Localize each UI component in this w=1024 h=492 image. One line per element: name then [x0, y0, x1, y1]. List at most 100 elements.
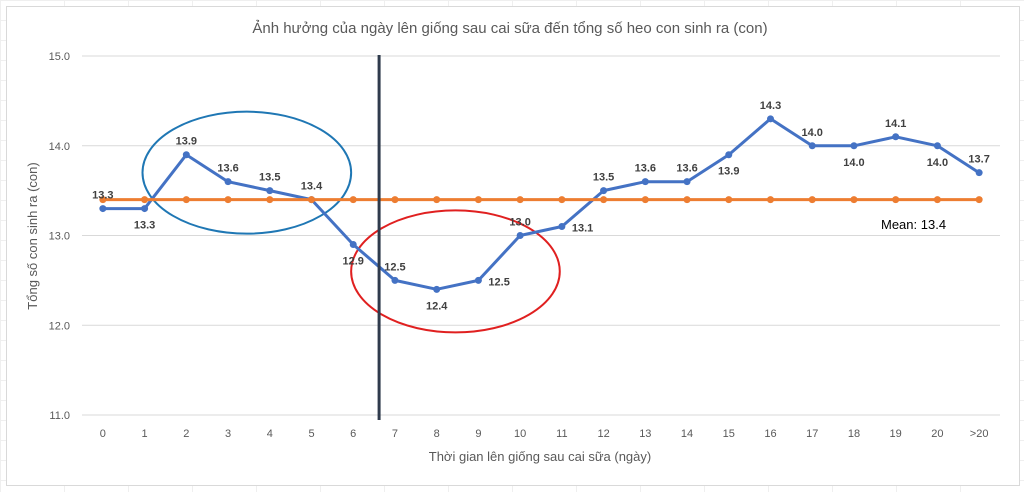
mean-point[interactable] — [433, 196, 441, 204]
x-tick-label: 4 — [267, 428, 273, 440]
y-tick-label: 14.0 — [49, 141, 70, 153]
x-tick-label: 2 — [183, 428, 189, 440]
x-tick-label: 19 — [890, 428, 902, 440]
data-point[interactable] — [182, 151, 190, 159]
data-label: 14.3 — [760, 100, 781, 112]
data-label: 13.4 — [301, 181, 323, 193]
data-point[interactable] — [99, 205, 107, 213]
data-point[interactable] — [975, 169, 983, 177]
data-point[interactable] — [808, 142, 816, 150]
data-label: 12.9 — [343, 255, 364, 267]
blue-ellipse — [141, 110, 353, 235]
mean-point[interactable] — [892, 196, 900, 204]
x-tick-label: 9 — [475, 428, 481, 440]
x-tick-label: 17 — [806, 428, 818, 440]
mean-point[interactable] — [558, 196, 566, 204]
data-label: 12.5 — [488, 276, 509, 288]
data-label: 13.6 — [676, 163, 697, 175]
data-point[interactable] — [725, 151, 733, 159]
mean-point[interactable] — [182, 196, 190, 204]
series-line-total[interactable] — [102, 117, 980, 291]
mean-point[interactable] — [474, 196, 482, 204]
data-point[interactable] — [474, 276, 482, 284]
x-tick-label: 7 — [392, 428, 398, 440]
data-point[interactable] — [558, 223, 566, 231]
data-point[interactable] — [850, 142, 858, 150]
data-point[interactable] — [224, 178, 232, 186]
data-point[interactable] — [516, 232, 524, 239]
x-tick-label: 3 — [225, 428, 231, 440]
y-tick-label: 13.0 — [49, 231, 70, 243]
data-label: 12.5 — [384, 261, 405, 273]
data-label: 12.4 — [426, 300, 448, 312]
data-label: 13.5 — [593, 172, 614, 184]
x-tick-label: 5 — [308, 428, 314, 440]
x-tick-label: 13 — [639, 428, 651, 440]
chart-frame[interactable] — [6, 6, 1020, 486]
x-tick-label: 15 — [723, 428, 735, 440]
x-tick-label: 18 — [848, 428, 860, 440]
mean-point[interactable] — [308, 196, 315, 204]
mean-point[interactable] — [516, 196, 524, 204]
mean-point[interactable] — [600, 196, 608, 204]
x-tick-label: 10 — [514, 428, 526, 440]
mean-point[interactable] — [725, 196, 733, 204]
data-label: 13.5 — [259, 172, 280, 184]
x-tick-label: 11 — [556, 428, 567, 440]
data-label: 13.6 — [217, 163, 238, 175]
y-axis-ticks: 11.0 12.0 13.0 14.0 15.0 — [49, 51, 70, 422]
data-point[interactable] — [767, 115, 774, 123]
y-tick-label: 11.0 — [49, 410, 70, 422]
x-tick-label: >20 — [970, 428, 989, 440]
ellipse-annotations — [141, 110, 561, 334]
data-point[interactable] — [600, 187, 608, 195]
x-tick-label: 6 — [350, 428, 356, 440]
data-point[interactable] — [266, 187, 274, 195]
data-label: 13.9 — [718, 166, 739, 178]
y-tick-label: 12.0 — [49, 320, 70, 332]
x-tick-label: 1 — [142, 428, 148, 440]
mean-point[interactable] — [266, 196, 274, 204]
chart-title: Ảnh hưởng của ngày lên giống sau cai sữa… — [252, 20, 767, 37]
data-point[interactable] — [641, 178, 649, 186]
data-label: 14.0 — [927, 157, 948, 169]
x-tick-label: 20 — [931, 428, 943, 440]
mean-point[interactable] — [224, 196, 232, 204]
mean-point[interactable] — [641, 196, 649, 204]
x-tick-label: 8 — [434, 428, 440, 440]
data-labels: 13.3 13.3 13.9 13.6 13.5 13.4 12.9 12.5 12.4 12.5… — [92, 100, 990, 313]
mean-point[interactable] — [141, 196, 149, 204]
data-label: 13.7 — [968, 154, 989, 166]
x-tick-label: 0 — [100, 428, 106, 440]
mean-point[interactable] — [391, 196, 399, 204]
series-layer — [99, 55, 983, 420]
y-axis-title: Tổng số con sinh ra (con) — [25, 162, 40, 309]
data-point[interactable] — [933, 142, 941, 150]
data-point[interactable] — [892, 133, 900, 141]
x-tick-label: 12 — [597, 428, 609, 440]
data-label: 13.0 — [509, 217, 530, 229]
mean-label: Mean: 13.4 — [881, 217, 946, 232]
data-point[interactable] — [391, 276, 399, 284]
mean-point[interactable] — [683, 196, 691, 204]
data-label: 13.6 — [635, 163, 656, 175]
mean-point[interactable] — [975, 196, 983, 204]
x-axis-title: Thời gian lên giống sau cai sữa (ngày) — [429, 449, 651, 464]
data-label: 13.1 — [572, 223, 593, 235]
data-point[interactable] — [683, 178, 691, 186]
data-point[interactable] — [433, 285, 441, 293]
mean-point[interactable] — [933, 196, 941, 204]
data-point[interactable] — [141, 205, 149, 213]
red-ellipse — [350, 209, 561, 334]
data-label: 14.0 — [843, 157, 864, 169]
x-tick-label: 16 — [764, 428, 776, 440]
mean-point[interactable] — [808, 196, 816, 204]
data-label: 13.3 — [92, 190, 113, 202]
mean-point[interactable] — [767, 196, 774, 204]
mean-point[interactable] — [349, 196, 357, 204]
mean-point[interactable] — [850, 196, 858, 204]
x-axis-ticks: 0 1 2 3 4 5 6 7 8 9 10 11 12 13 14 15 16 17 18 19 20 >20 — [100, 428, 989, 440]
data-point[interactable] — [349, 240, 357, 248]
mean-point[interactable] — [99, 196, 107, 204]
